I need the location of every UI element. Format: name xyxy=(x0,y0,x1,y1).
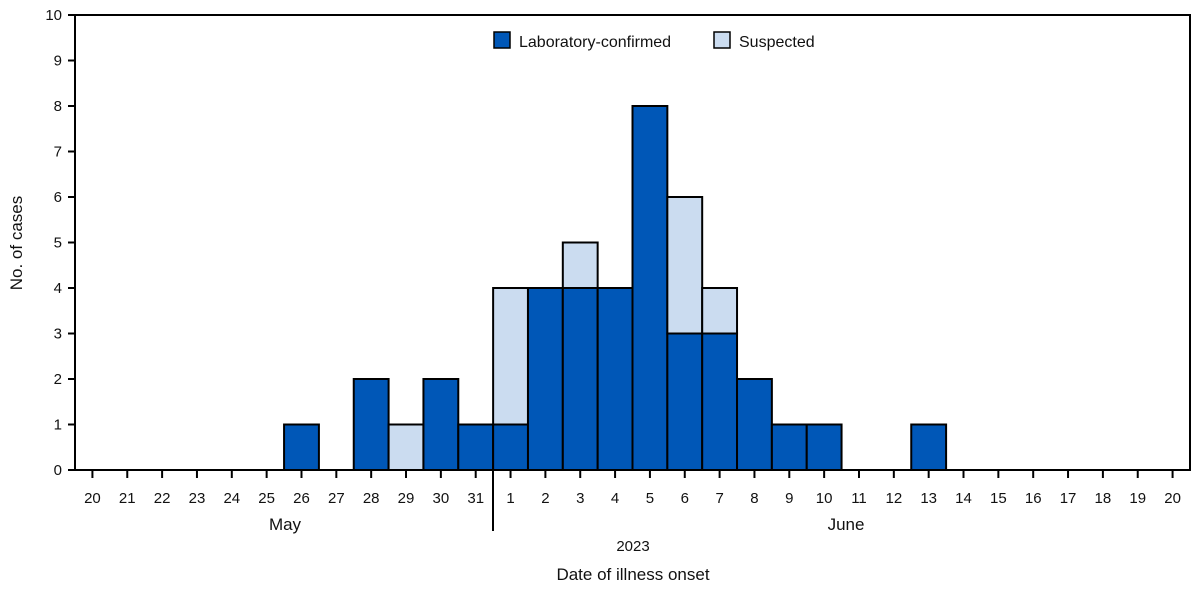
x-tick-label: 14 xyxy=(955,490,972,507)
legend-swatch-confirmed xyxy=(493,31,511,49)
x-tick-label: 3 xyxy=(576,490,584,507)
y-axis: 0 1 2 3 4 5 6 7 8 9 10 xyxy=(45,7,75,479)
y-tick-label: 1 xyxy=(54,417,62,434)
legend: Laboratory-confirmed Suspected xyxy=(493,31,815,51)
x-tick-label: 20 xyxy=(1164,490,1181,507)
x-tick-label: 27 xyxy=(328,490,345,507)
x-tick-label: 28 xyxy=(363,490,380,507)
x-tick-label: 1 xyxy=(506,490,514,507)
x-tick-label: 25 xyxy=(258,490,275,507)
x-tick-label: 7 xyxy=(715,490,723,507)
x-tick-label: 4 xyxy=(611,490,619,507)
bar-confirmed-18 xyxy=(701,332,739,471)
y-tick-label: 2 xyxy=(54,371,62,388)
year-label: 2023 xyxy=(616,538,649,555)
bar-confirmed-12 xyxy=(492,423,529,471)
y-tick-label: 4 xyxy=(54,280,62,297)
x-axis: 20 21 22 23 24 25 26 27 28 29 30 31 1 2 3 4 5 6 7 8 9 10 11 12 1… xyxy=(84,470,1181,507)
y-axis-title: No. of cases xyxy=(7,196,26,291)
x-tick-label: 10 xyxy=(816,490,833,507)
x-tick-label: 16 xyxy=(1025,490,1042,507)
bar-suspected-18 xyxy=(701,287,739,335)
legend-label-suspected: Suspected xyxy=(739,34,815,51)
x-tick-label: 30 xyxy=(433,490,450,507)
x-axis-title: Date of illness onset xyxy=(556,565,709,584)
bar-confirmed-17 xyxy=(666,332,704,471)
x-tick-label: 5 xyxy=(646,490,654,507)
x-tick-label: 29 xyxy=(398,490,415,507)
x-tick-label: 31 xyxy=(467,490,484,507)
y-tick-label: 7 xyxy=(54,144,62,161)
legend-label-confirmed: Laboratory-confirmed xyxy=(519,34,671,51)
x-tick-label: 12 xyxy=(885,490,902,507)
x-tick-label: 17 xyxy=(1060,490,1077,507)
x-tick-label: 13 xyxy=(920,490,937,507)
x-tick-label: 18 xyxy=(1095,490,1112,507)
bar-confirmed-20 xyxy=(770,423,808,471)
x-tick-label: 11 xyxy=(851,490,867,507)
bar-suspected-17 xyxy=(666,196,704,335)
y-tick-label: 6 xyxy=(54,189,62,206)
y-tick-label: 5 xyxy=(54,235,62,252)
y-tick-label: 0 xyxy=(54,462,62,479)
x-tick-label: 2 xyxy=(541,490,549,507)
bar-confirmed-10 xyxy=(422,378,460,471)
bars-layer xyxy=(283,105,948,471)
legend-swatch-suspected xyxy=(713,31,731,49)
x-tick-label: 20 xyxy=(84,490,101,507)
y-tick-label: 9 xyxy=(54,53,62,70)
bar-confirmed-15 xyxy=(596,287,634,471)
x-tick-label: 22 xyxy=(154,490,171,507)
x-tick-label: 15 xyxy=(990,490,1007,507)
x-tick-label: 19 xyxy=(1129,490,1146,507)
x-tick-label: 6 xyxy=(681,490,689,507)
x-tick-label: 8 xyxy=(750,490,758,507)
bar-confirmed-19 xyxy=(736,378,773,471)
month-label-june: June xyxy=(828,515,865,534)
month-label-may: May xyxy=(269,515,302,534)
bar-confirmed-21 xyxy=(805,423,843,471)
bar-confirmed-24 xyxy=(910,423,948,471)
bar-confirmed-13 xyxy=(526,287,564,471)
y-tick-label: 8 xyxy=(54,98,62,115)
x-tick-label: 9 xyxy=(785,490,793,507)
bar-suspected-9 xyxy=(387,423,425,471)
bar-confirmed-8 xyxy=(352,378,390,471)
bar-confirmed-11 xyxy=(457,423,495,471)
x-tick-label: 26 xyxy=(293,490,310,507)
x-tick-label: 23 xyxy=(189,490,206,507)
bar-suspected-12 xyxy=(492,287,529,426)
y-tick-label: 3 xyxy=(54,326,62,343)
bar-suspected-14 xyxy=(561,241,599,289)
x-tick-label: 24 xyxy=(223,490,240,507)
bar-confirmed-6 xyxy=(283,423,320,471)
bar-confirmed-16 xyxy=(631,105,669,471)
bar-confirmed-14 xyxy=(561,287,599,471)
y-tick-label: 10 xyxy=(45,7,62,24)
x-tick-label: 21 xyxy=(119,490,136,507)
